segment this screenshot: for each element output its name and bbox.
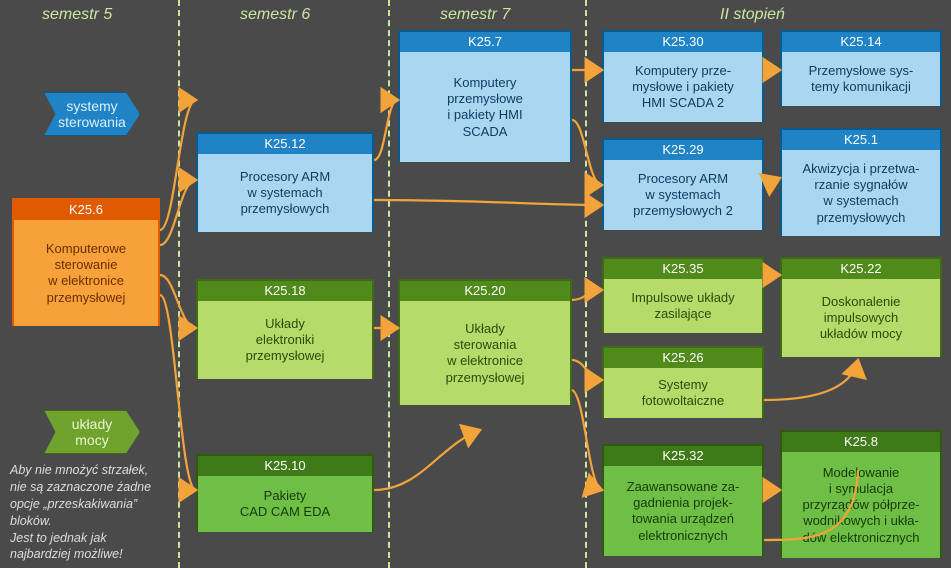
course-title: Komputerowesterowaniew elektroniceprzemy…: [14, 220, 158, 326]
flow-arrow: [764, 178, 780, 185]
course-title: Impulsowe układyzasilające: [604, 279, 762, 333]
course-title: Akwizycja i przetwa-rzanie sygnałóww sys…: [782, 150, 940, 236]
flow-arrow: [572, 120, 602, 185]
course-title: Modelowaniei symulacjaprzyrządów półprze…: [782, 452, 940, 558]
course-box-K25-8: K25.8Modelowaniei symulacjaprzyrządów pó…: [780, 430, 942, 558]
course-code: K25.7: [400, 32, 570, 52]
course-box-K25-10: K25.10PakietyCAD CAM EDA: [196, 454, 374, 532]
flow-arrow: [764, 360, 858, 400]
divider-2: [388, 0, 390, 568]
course-code: K25.8: [782, 432, 940, 452]
course-box-K25-18: K25.18Układyelektronikiprzemysłowej: [196, 279, 374, 379]
course-title: Procesory ARMw systemachprzemysłowych 2: [604, 160, 762, 230]
course-code: K25.26: [604, 348, 762, 368]
tag-label: systemysterowania: [58, 98, 126, 130]
col-header-sem6: semestr 6: [240, 6, 310, 24]
course-code: K25.20: [400, 281, 570, 301]
tag-uklady-mocy: układymocy: [44, 410, 140, 454]
course-code: K25.18: [198, 281, 372, 301]
course-code: K25.32: [604, 446, 762, 466]
footnote-text: Aby nie mnożyć strzałek,nie są zaznaczon…: [10, 462, 180, 563]
tag-label: układymocy: [72, 416, 112, 448]
course-title: Komputery prze-mysłowe i pakietyHMI SCAD…: [604, 52, 762, 122]
course-code: K25.6: [14, 200, 158, 220]
course-box-K25-29: K25.29Procesory ARMw systemachprzemysłow…: [602, 138, 764, 230]
course-box-K25-12: K25.12Procesory ARMw systemachprzemysłow…: [196, 132, 374, 232]
col-header-sem7: semestr 7: [440, 6, 510, 24]
flow-arrow: [374, 200, 602, 205]
course-title: PakietyCAD CAM EDA: [198, 476, 372, 532]
course-title: Układysterowaniaw elektroniceprzemysłowe…: [400, 301, 570, 405]
course-code: K25.29: [604, 140, 762, 160]
course-code: K25.14: [782, 32, 940, 52]
divider-3: [585, 0, 587, 568]
course-box-K25-1: K25.1Akwizycja i przetwa-rzanie sygnałów…: [780, 128, 942, 236]
course-code: K25.30: [604, 32, 762, 52]
course-box-K25-6: K25.6Komputerowesterowaniew elektronicep…: [12, 198, 160, 326]
course-code: K25.1: [782, 130, 940, 150]
course-code: K25.22: [782, 259, 940, 279]
flow-arrow: [572, 290, 602, 300]
course-box-K25-26: K25.26Systemyfotowoltaiczne: [602, 346, 764, 418]
flow-arrow: [374, 100, 398, 160]
course-box-K25-14: K25.14Przemysłowe sys-temy komunikacji: [780, 30, 942, 106]
course-box-K25-20: K25.20Układysterowaniaw elektroniceprzem…: [398, 279, 572, 405]
course-title: Systemyfotowoltaiczne: [604, 368, 762, 418]
course-code: K25.12: [198, 134, 372, 154]
course-title: Komputeryprzemysłowei pakiety HMISCADA: [400, 52, 570, 162]
flow-arrow: [572, 390, 602, 490]
course-title: Przemysłowe sys-temy komunikacji: [782, 52, 940, 106]
course-title: Doskonalenieimpulsowychukładów mocy: [782, 279, 940, 357]
course-box-K25-22: K25.22Doskonalenieimpulsowychukładów moc…: [780, 257, 942, 357]
course-title: Układyelektronikiprzemysłowej: [198, 301, 372, 379]
tag-systemy-sterowania: systemysterowania: [44, 92, 140, 136]
flow-arrow: [572, 360, 602, 380]
course-title: Zaawansowane za-gadnienia projek-towania…: [604, 466, 762, 556]
course-box-K25-30: K25.30Komputery prze-mysłowe i pakietyHM…: [602, 30, 764, 122]
course-title: Procesory ARMw systemachprzemysłowych: [198, 154, 372, 232]
course-code: K25.10: [198, 456, 372, 476]
course-box-K25-35: K25.35Impulsowe układyzasilające: [602, 257, 764, 333]
course-box-K25-32: K25.32Zaawansowane za-gadnienia projek-t…: [602, 444, 764, 556]
col-header-sem5: semestr 5: [42, 6, 112, 24]
col-header-ii: II stopień: [720, 6, 785, 24]
course-code: K25.35: [604, 259, 762, 279]
course-box-K25-7: K25.7Komputeryprzemysłowei pakiety HMISC…: [398, 30, 572, 162]
